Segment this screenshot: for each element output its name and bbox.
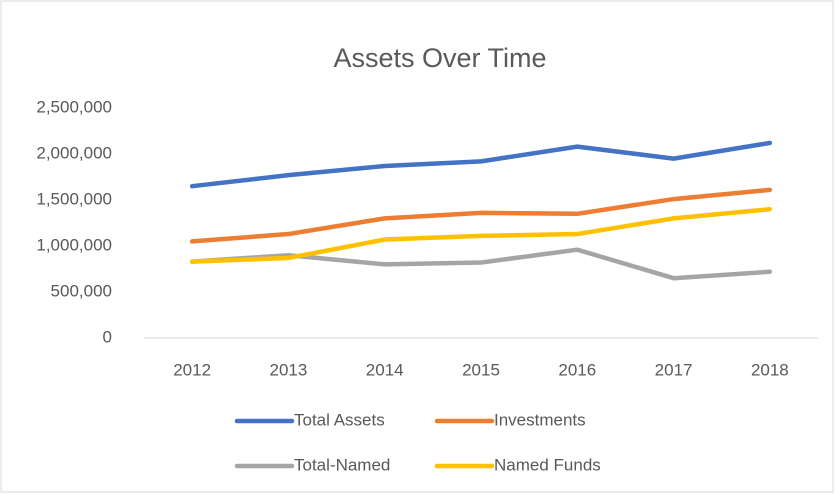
x-tick-label: 2015 xyxy=(462,360,500,379)
series-line xyxy=(189,187,773,244)
y-tick-label: 1,000,000 xyxy=(36,235,112,254)
chart-title: Assets Over Time xyxy=(333,43,546,73)
x-tick-label: 2014 xyxy=(366,360,404,379)
x-tick-label: 2012 xyxy=(173,360,211,379)
series-line xyxy=(189,247,773,281)
legend-label: Investments xyxy=(494,410,586,429)
x-tick-label: 2018 xyxy=(751,360,789,379)
y-tick-label: 2,500,000 xyxy=(36,97,112,116)
x-tick-label: 2013 xyxy=(270,360,308,379)
x-tick-label: 2017 xyxy=(655,360,693,379)
series-line xyxy=(189,140,773,189)
legend-label: Total-Named xyxy=(294,455,390,474)
x-tick-label: 2016 xyxy=(558,360,596,379)
legend-label: Total Assets xyxy=(294,410,385,429)
y-tick-label: 2,000,000 xyxy=(36,143,112,162)
series-line xyxy=(189,206,773,264)
y-tick-label: 500,000 xyxy=(51,281,112,300)
y-tick-label: 0 xyxy=(103,327,112,346)
y-tick-label: 1,500,000 xyxy=(36,189,112,208)
legend-label: Named Funds xyxy=(494,455,601,474)
